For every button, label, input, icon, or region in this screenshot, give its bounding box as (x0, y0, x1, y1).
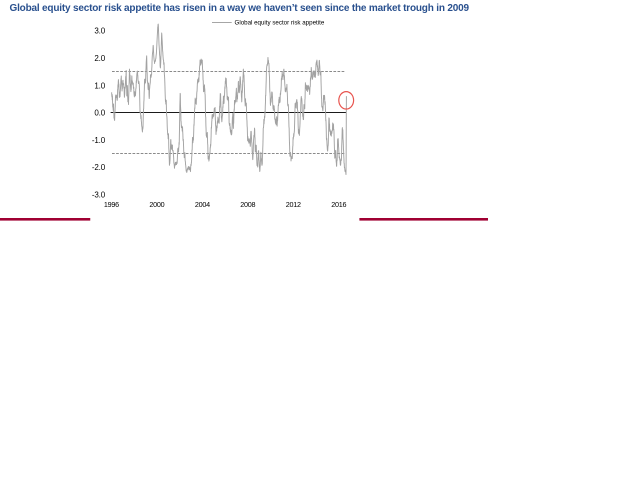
svg-text:2012: 2012 (286, 200, 301, 209)
svg-text:-3.0: -3.0 (92, 191, 106, 200)
svg-text:1996: 1996 (104, 200, 119, 209)
svg-text:-1.0: -1.0 (92, 136, 106, 145)
svg-text:2016: 2016 (331, 200, 346, 209)
svg-text:0.0: 0.0 (94, 109, 105, 118)
svg-text:-2.0: -2.0 (92, 163, 106, 172)
svg-text:2000: 2000 (149, 200, 164, 209)
svg-text:1.0: 1.0 (94, 81, 105, 90)
svg-text:3.0: 3.0 (94, 27, 105, 36)
svg-text:2.0: 2.0 (94, 54, 105, 63)
svg-text:2008: 2008 (240, 200, 255, 209)
svg-text:Global equity sector risk appe: Global equity sector risk appetite (235, 20, 325, 27)
svg-text:2004: 2004 (195, 200, 210, 209)
